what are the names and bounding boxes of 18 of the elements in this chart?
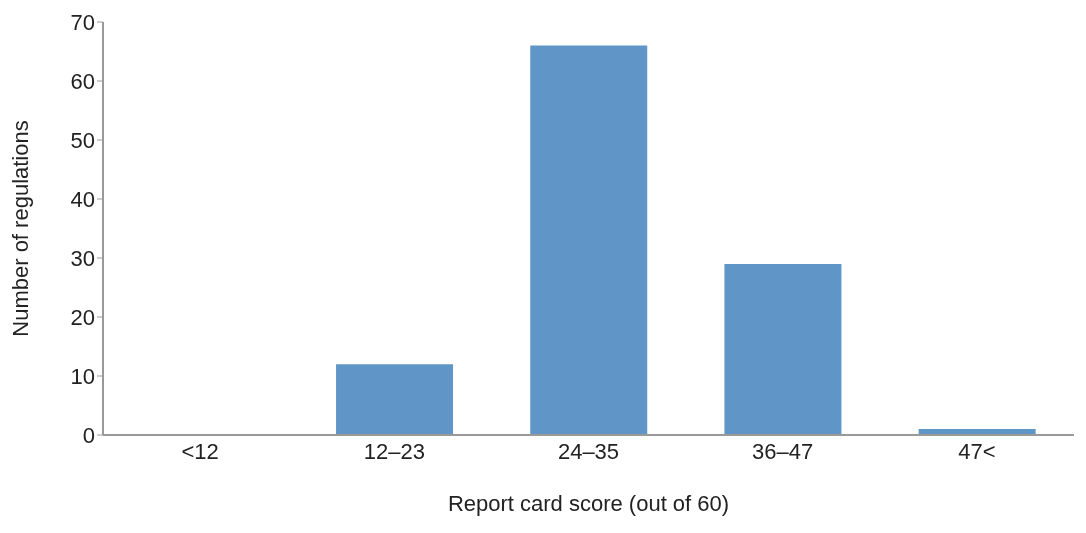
bar bbox=[530, 45, 648, 435]
y-tick-label: 10 bbox=[70, 363, 95, 389]
y-tick-label: 20 bbox=[70, 304, 95, 330]
bar bbox=[724, 263, 842, 435]
y-axis-title: Number of regulations bbox=[7, 120, 33, 337]
y-tick-label: 70 bbox=[70, 9, 95, 35]
x-tick-label: 24–35 bbox=[557, 438, 620, 464]
bar bbox=[336, 364, 454, 435]
y-tick-label: 50 bbox=[70, 127, 95, 153]
y-tick-label: 30 bbox=[70, 245, 95, 271]
y-tick-label: 0 bbox=[82, 422, 95, 448]
y-tick-label: 60 bbox=[70, 68, 95, 94]
x-tick-label: 36–47 bbox=[752, 438, 814, 464]
x-tick-label: 12–23 bbox=[363, 438, 425, 464]
x-tick-label: 47< bbox=[958, 438, 996, 464]
x-tick-label: <12 bbox=[181, 438, 219, 464]
y-tick-label: 40 bbox=[70, 186, 95, 212]
x-axis-title: Report card score (out of 60) bbox=[447, 491, 730, 516]
